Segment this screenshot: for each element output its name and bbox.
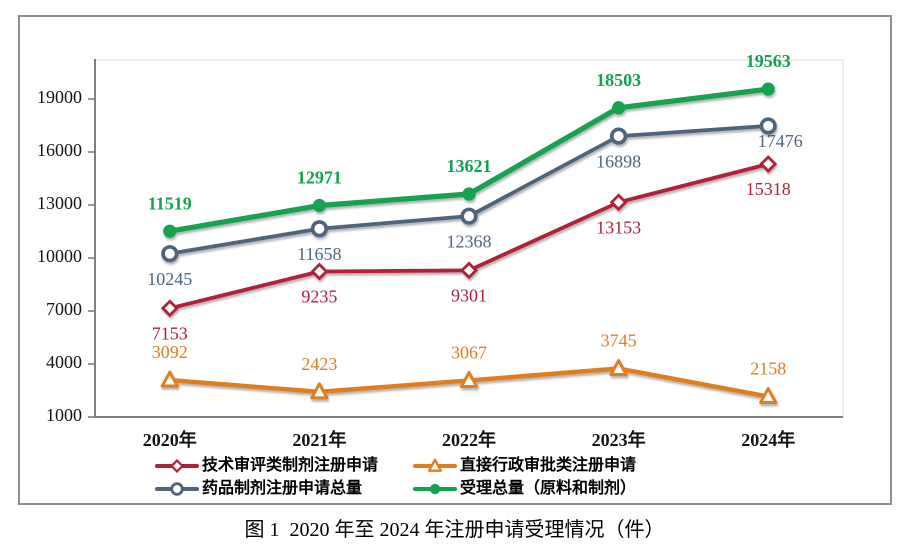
diamond-open-icon — [155, 458, 199, 473]
data-point-label: 9301 — [451, 285, 487, 305]
data-point-label: 13153 — [596, 217, 641, 237]
x-axis-label: 2021年 — [292, 429, 346, 450]
data-point-marker — [459, 370, 479, 388]
data-point-label: 3067 — [451, 343, 487, 363]
y-axis-tick-label: 10000 — [37, 246, 82, 266]
circle-open-icon — [155, 481, 199, 496]
x-axis-label: 2024年 — [741, 429, 795, 450]
data-point-label: 12368 — [447, 231, 492, 251]
legend-item: 受理总量（原料和制剂） — [413, 478, 636, 499]
x-axis-label: 2023年 — [592, 429, 646, 450]
series-line-group — [160, 155, 778, 318]
data-point-marker — [161, 245, 179, 263]
plot-area — [94, 59, 844, 418]
x-axis-label: 2022年 — [442, 429, 496, 450]
triangle-open-icon — [413, 458, 457, 472]
series-line-group — [160, 359, 778, 405]
legend-label: 技术审评类制剂注册申请 — [202, 457, 379, 474]
data-point-label: 19563 — [746, 51, 791, 71]
data-point-marker — [310, 382, 329, 400]
legend-label: 直接行政审批类注册申请 — [460, 457, 637, 474]
data-point-marker — [759, 117, 777, 135]
data-point-label: 13621 — [447, 156, 492, 176]
chart-legend: 技术审评类制剂注册申请 直接行政审批类注册申请药品制剂注册申请总量 受理总量（原料和… — [155, 455, 636, 499]
data-point-marker — [759, 387, 778, 405]
data-point-marker — [427, 458, 443, 472]
data-point-marker — [609, 359, 628, 377]
data-point-label: 11658 — [297, 244, 341, 264]
data-point-marker — [460, 207, 478, 225]
x-axis-label: 2020年 — [143, 429, 197, 450]
data-point-marker — [609, 127, 628, 145]
legend-item: 技术审评类制剂注册申请 — [155, 455, 413, 476]
data-point-marker — [609, 193, 628, 212]
data-point-label: 10245 — [147, 269, 192, 289]
data-point-marker — [170, 481, 184, 496]
circle-filled-icon — [413, 483, 457, 494]
data-point-label: 7153 — [152, 323, 188, 343]
y-axis-tick-label: 16000 — [37, 140, 82, 160]
data-point-marker — [460, 261, 478, 280]
legend-label: 药品制剂注册申请总量 — [202, 480, 363, 497]
data-point-label: 18503 — [596, 70, 641, 90]
data-point-marker — [160, 299, 179, 318]
series-line-group — [161, 117, 777, 263]
legend-label: 受理总量（原料和制剂） — [460, 480, 637, 497]
data-point-marker — [310, 220, 329, 238]
y-axis-tick-label: 13000 — [37, 193, 82, 213]
y-axis-tick-label: 7000 — [46, 299, 82, 319]
data-point-label: 9235 — [301, 287, 337, 307]
data-point-marker — [312, 198, 326, 213]
series-line-group — [163, 82, 775, 238]
y-axis-tick-label: 1000 — [46, 405, 82, 425]
data-point-label: 17476 — [758, 131, 803, 151]
data-point-marker — [429, 483, 441, 494]
data-point-label: 16898 — [596, 151, 641, 171]
data-point-label: 3092 — [152, 342, 188, 362]
data-point-label: 2423 — [301, 354, 337, 374]
data-point-marker — [160, 370, 179, 388]
data-point-label: 15318 — [746, 179, 791, 199]
data-point-marker — [759, 155, 778, 174]
data-point-marker — [169, 458, 185, 473]
data-point-label: 11519 — [148, 193, 192, 213]
figure-caption: 图 1 2020 年至 2024 年注册申请受理情况（件） — [244, 519, 665, 541]
y-axis-tick-label: 4000 — [46, 352, 82, 372]
data-point-marker — [310, 262, 329, 281]
legend-item: 直接行政审批类注册申请 — [413, 455, 636, 476]
data-point-marker — [612, 101, 626, 115]
data-point-label: 2158 — [750, 359, 786, 379]
data-point-label: 12971 — [297, 168, 342, 188]
data-point-marker — [462, 187, 476, 201]
legend-item: 药品制剂注册申请总量 — [155, 478, 413, 499]
data-point-marker — [163, 224, 177, 238]
data-point-label: 3745 — [601, 331, 637, 351]
data-point-marker — [761, 82, 775, 96]
y-axis-tick-label: 19000 — [37, 87, 82, 107]
